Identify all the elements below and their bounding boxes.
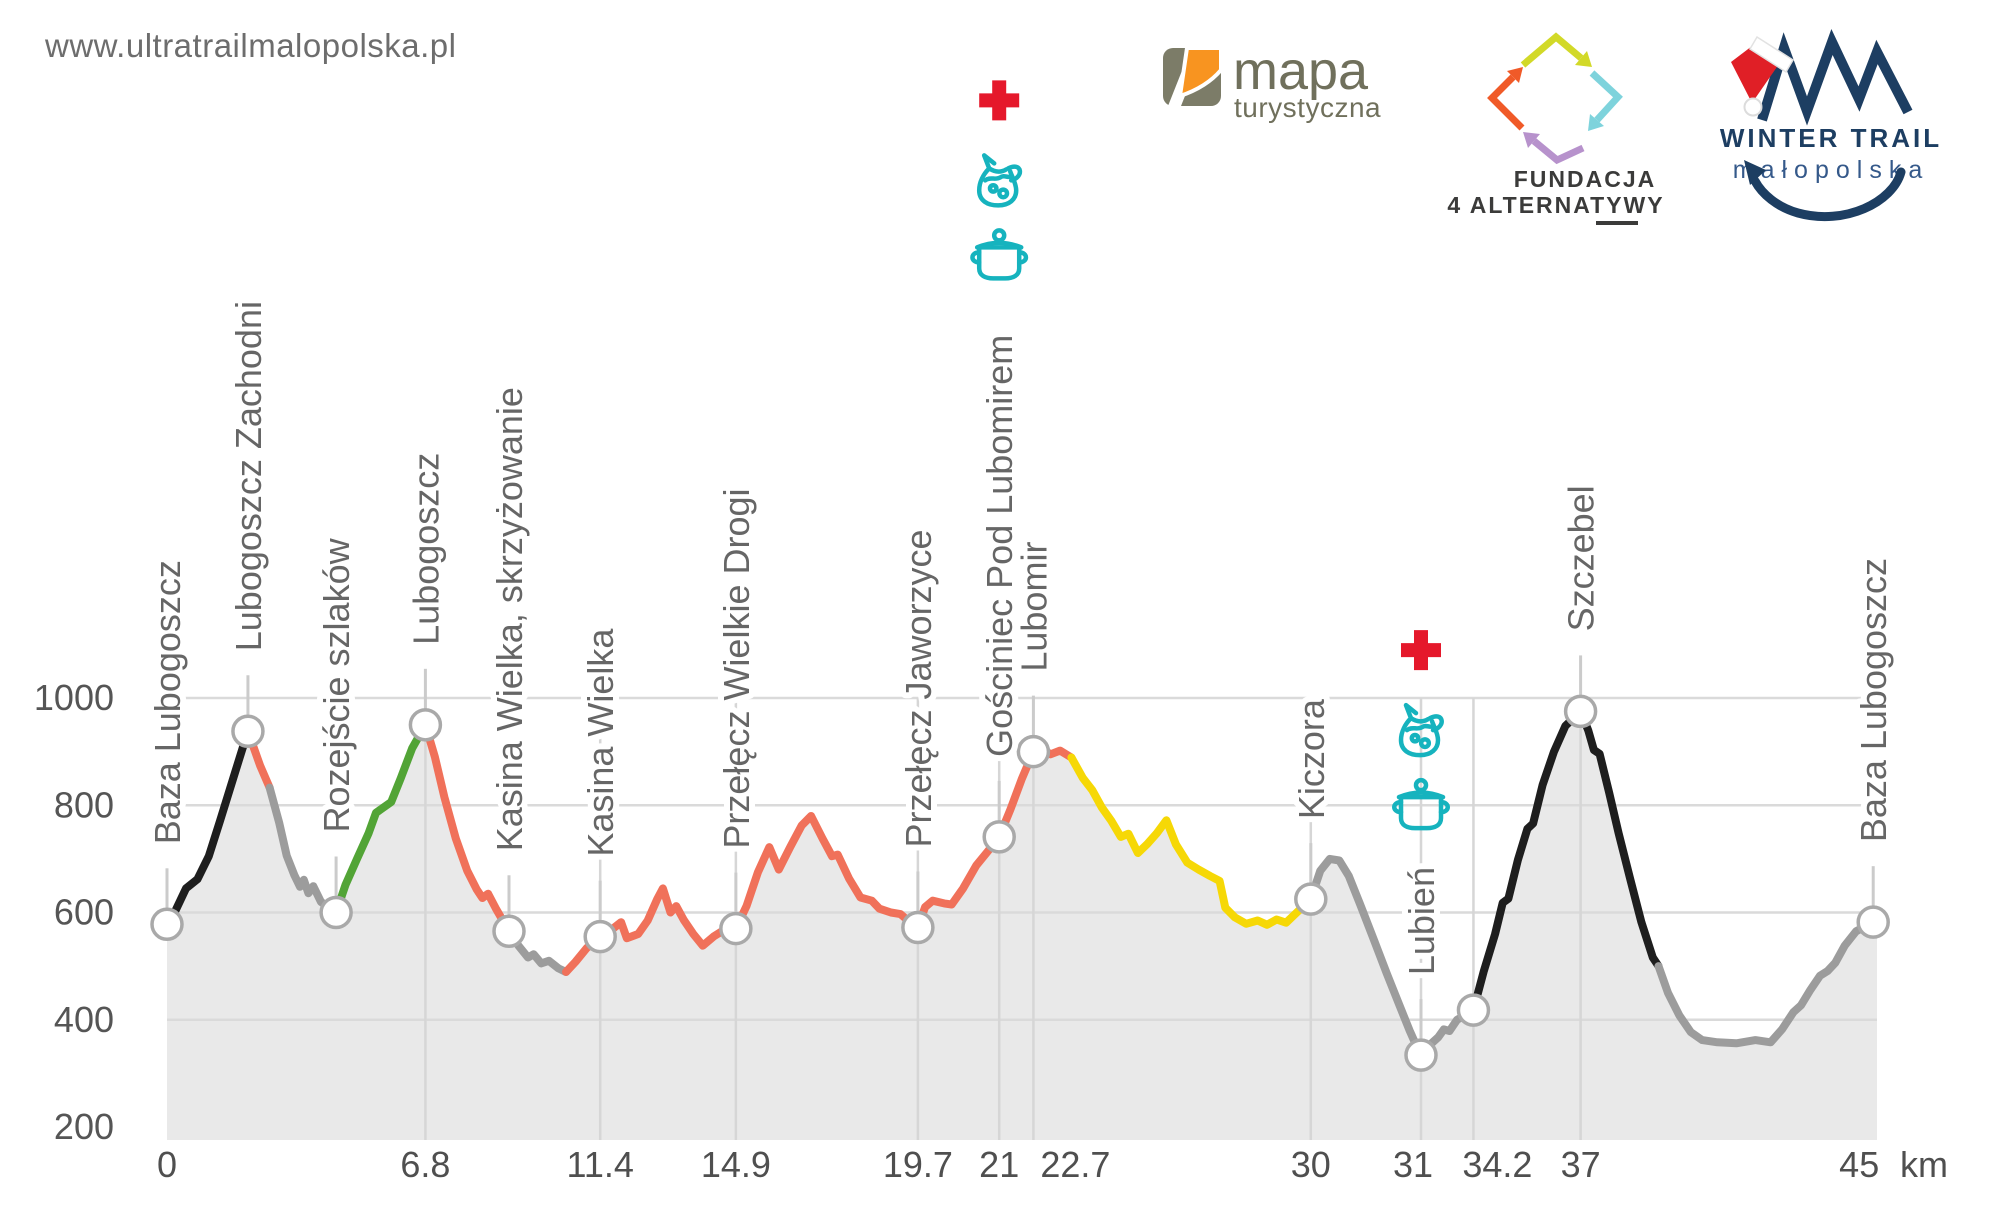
y-tick-label: 400 — [54, 999, 114, 1040]
mapa-turystyczna-logo: mapa turystyczna — [1163, 41, 1381, 123]
mountains-icon — [1757, 29, 1913, 126]
checkpoint-label: Lubogoszcz Zachodni — [228, 301, 269, 651]
route-segment — [562, 743, 1076, 976]
route-segment — [1469, 707, 1663, 1015]
x-tick-label: 22.7 — [1040, 1144, 1110, 1185]
x-tick-label: 31 — [1393, 1144, 1433, 1185]
checkpoint-label: Baza Lubogoszcz — [147, 560, 188, 844]
checkpoint-marker — [901, 910, 935, 945]
fundacja-logo-line1: FUNDACJA — [1514, 166, 1657, 192]
checkpoint-marker — [150, 907, 184, 942]
checkpoint-label: Rozejście szlaków — [316, 537, 357, 832]
y-tick-label: 800 — [54, 784, 114, 825]
mapa-turystyczna-mark-icon — [1163, 46, 1223, 106]
checkpoint-marker — [1404, 1038, 1438, 1072]
curved-arrow-icon — [1744, 160, 1906, 222]
fundacja-4-alternatywy-logo: FUNDACJA 4 ALTERNATYWY — [1447, 32, 1664, 225]
x-tick-label: 21 — [979, 1144, 1019, 1185]
checkpoint-marker — [231, 714, 265, 748]
santa-hat-icon — [1731, 35, 1795, 117]
checkpoint-label: Lubogoszcz — [405, 453, 446, 645]
route-segment — [332, 720, 430, 917]
x-tick-label: 30 — [1291, 1144, 1331, 1185]
x-tick-label: 45 — [1839, 1144, 1879, 1185]
checkpoint-label: Lubień — [1401, 867, 1442, 975]
checkpoint-label: Gościniec Pod Lubomirem — [979, 335, 1020, 757]
x-tick-label: 19.7 — [883, 1144, 953, 1185]
checkpoint-label: Kiczora — [1291, 698, 1332, 819]
website-url: www.ultratrailmalopolska.pl — [44, 27, 456, 64]
y-tick-label: 600 — [54, 892, 114, 933]
winter-trail-logo-line1: WINTER TRAIL — [1720, 123, 1942, 153]
checkpoint-marker — [719, 911, 753, 946]
mapa-logo-word1: mapa — [1233, 41, 1369, 101]
route-segment — [1306, 854, 1478, 1060]
x-tick-label: 34.2 — [1462, 1144, 1532, 1185]
checkpoint-label: Kasina Wielka — [580, 628, 621, 857]
checkpoint-label: Przełęcz Jaworzyce — [898, 529, 939, 847]
checkpoint-label: Lubomir — [1013, 542, 1054, 672]
elevation-chart: 200 400 600 800 1000 0 6.8 11.4 14.9 19.7 21 22.7 30… — [34, 80, 1900, 1185]
checkpoint-marker — [982, 820, 1016, 854]
route-segment — [163, 727, 252, 929]
y-tick-label: 1000 — [34, 677, 114, 718]
checkpoint-label: Baza Lubogoszcz — [1853, 558, 1894, 842]
checkpoint-label: Przełęcz Wielkie Drogi — [716, 488, 757, 848]
y-tick-label: 200 — [54, 1106, 114, 1147]
hot-meal-pot-icon — [972, 230, 1025, 278]
winter-trail-malopolska-logo: WINTER TRAIL małopolska — [1720, 29, 1942, 222]
first-aid-cross-icon — [1401, 630, 1441, 671]
drink-jug-icon — [979, 155, 1020, 205]
checkpoint-marker — [1294, 882, 1328, 916]
route-segment — [505, 927, 570, 976]
route-segment — [1654, 918, 1878, 1048]
route-segment — [421, 720, 513, 936]
checkpoint-marker — [319, 895, 353, 930]
checkpoint-label: Kasina Wielka, skrzyżowanie — [489, 387, 530, 851]
checkpoint-marker — [1563, 694, 1598, 729]
checkpoint-label: Szczebel — [1561, 485, 1602, 631]
fundacja-logo-line2: 4 ALTERNATYWY — [1447, 192, 1664, 218]
four-arrows-diamond-icon — [1487, 32, 1623, 165]
mapa-logo-word2: turystyczna — [1234, 92, 1381, 123]
checkpoint-marker — [1016, 734, 1051, 769]
x-tick-label: 37 — [1561, 1144, 1601, 1185]
x-axis-unit: km — [1900, 1144, 1948, 1185]
first-aid-cross-icon — [979, 80, 1020, 121]
x-tick-label: 0 — [157, 1144, 177, 1185]
checkpoint-marker — [583, 919, 617, 954]
fundacja-logo-underline — [1596, 221, 1638, 225]
route-segment — [1067, 753, 1315, 929]
checkpoint-marker — [1856, 905, 1890, 939]
checkpoint-marker — [1456, 993, 1491, 1027]
checkpoint-marker — [408, 708, 443, 742]
x-tick-label: 6.8 — [400, 1144, 450, 1185]
x-tick-label: 14.9 — [701, 1144, 771, 1185]
x-tick-label: 11.4 — [566, 1144, 633, 1185]
checkpoint-marker — [492, 914, 526, 949]
